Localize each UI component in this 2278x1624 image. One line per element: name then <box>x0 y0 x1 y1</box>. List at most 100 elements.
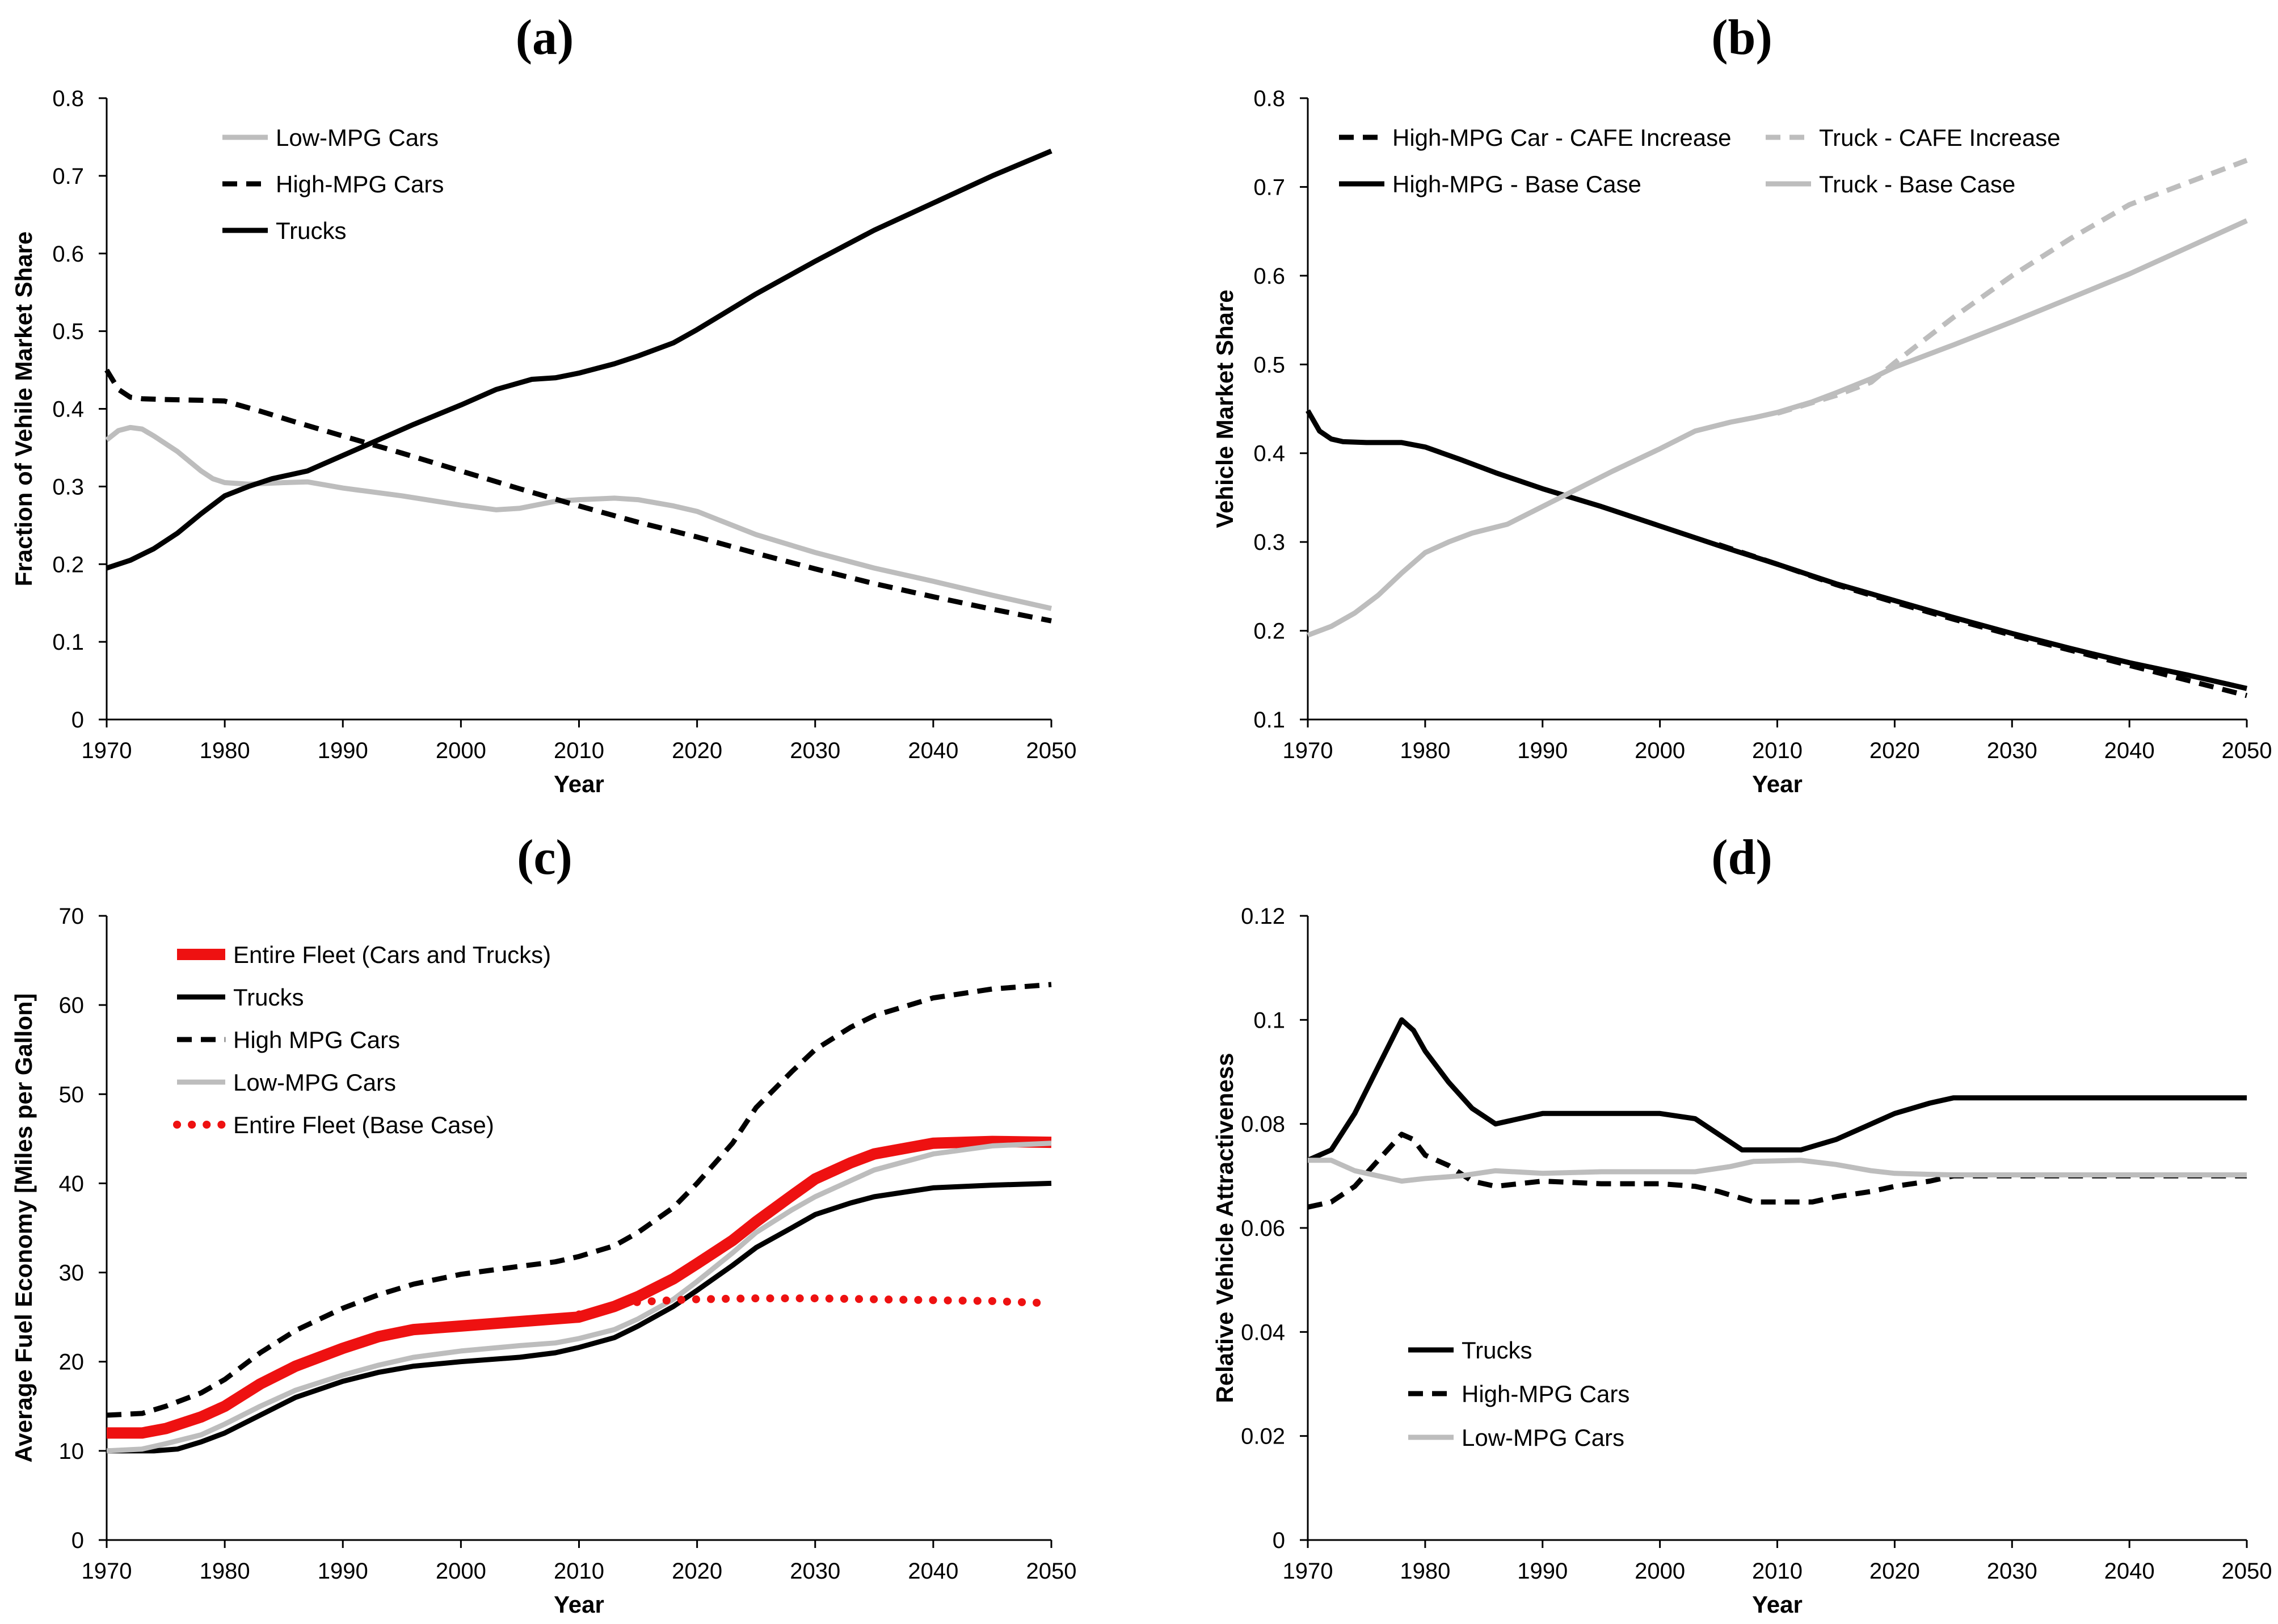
x-tick-label-a: 2000 <box>436 738 486 763</box>
y-axis-label-a: Fraction of Vehile Market Share <box>10 232 37 587</box>
series-line-a-trucks <box>106 148 1052 571</box>
y-tick-label-c: 10 <box>59 1439 85 1464</box>
y-tick-label-c: 50 <box>59 1082 85 1107</box>
panel-title-b: (b) <box>1711 10 1772 65</box>
x-tick-label-b: 2020 <box>1869 738 1920 763</box>
y-tick-label-a: 0.5 <box>52 319 84 344</box>
x-tick-label-a: 1980 <box>200 738 250 763</box>
series-line-c-low-mpg-cars <box>106 1141 1052 1454</box>
y-tick-label-a: 0.2 <box>52 552 84 577</box>
x-tick-label-d: 2030 <box>1987 1559 2037 1584</box>
y-tick-label-d: 0.06 <box>1241 1216 1285 1241</box>
series-line-d-high-mpg-cars <box>1307 1131 2247 1210</box>
legend-label-c-entire-fleet-base-case: Entire Fleet (Base Case) <box>233 1112 494 1138</box>
legend-label-d-high-mpg-cars: High-MPG Cars <box>1462 1381 1629 1407</box>
legend-label-d-trucks: Trucks <box>1462 1337 1532 1364</box>
y-tick-label-a: 0.6 <box>52 242 84 267</box>
y-tick-label-a: 0.8 <box>52 86 84 111</box>
y-tick-label-a: 0.3 <box>52 474 84 499</box>
x-tick-label-a: 2020 <box>672 738 722 763</box>
legend-label-b-high-mpg-base-case: High-MPG - Base Case <box>1392 171 1641 197</box>
x-axis-label-a: Year <box>554 771 604 797</box>
series-line-a-high-mpg-cars <box>104 368 1052 624</box>
legend-label-c-high-mpg-cars: High MPG Cars <box>233 1026 400 1053</box>
x-tick-label-a: 2050 <box>1026 738 1077 763</box>
legend-label-b-truck-base-case: Truck - Base Case <box>1819 171 2015 197</box>
y-tick-label-c: 0 <box>71 1528 84 1553</box>
legend-label-b-truck-cafe-increase: Truck - CAFE Increase <box>1819 124 2061 151</box>
y-tick-label-b: 0.5 <box>1253 352 1285 377</box>
x-tick-label-b: 2000 <box>1635 738 1685 763</box>
y-tick-label-c: 60 <box>59 993 85 1018</box>
x-tick-label-b: 2050 <box>2222 738 2272 763</box>
x-axis-label-c: Year <box>554 1591 604 1618</box>
x-tick-label-a: 1990 <box>318 738 368 763</box>
x-tick-label-a: 2010 <box>554 738 604 763</box>
series-line-b-truck-base-case <box>1307 218 2248 638</box>
x-tick-label-c: 1990 <box>318 1559 368 1584</box>
y-axis-label-d: Relative Vehicle Attractiveness <box>1211 1053 1238 1403</box>
y-tick-label-b: 0.2 <box>1253 619 1285 644</box>
x-axis-label-d: Year <box>1752 1591 1803 1618</box>
x-tick-label-b: 1990 <box>1517 738 1568 763</box>
x-axis-label-b: Year <box>1752 771 1803 797</box>
y-tick-label-a: 0.7 <box>52 164 84 189</box>
x-tick-label-d: 2020 <box>1869 1559 1920 1584</box>
x-tick-label-d: 2050 <box>2222 1559 2272 1584</box>
x-tick-label-b: 2040 <box>2104 738 2155 763</box>
panel-title-c: (c) <box>517 830 572 885</box>
series-line-a-low-mpg-cars <box>105 424 1052 611</box>
y-tick-label-c: 40 <box>59 1171 85 1196</box>
y-axis-label-b: Vehicle Market Share <box>1211 289 1238 528</box>
y-tick-label-d: 0.02 <box>1241 1424 1285 1449</box>
y-tick-label-c: 70 <box>59 904 85 929</box>
legend-label-c-low-mpg-cars: Low-MPG Cars <box>233 1069 396 1096</box>
x-tick-label-c: 1970 <box>82 1559 132 1584</box>
y-tick-label-b: 0.7 <box>1253 175 1285 200</box>
legend-label-a-high-mpg-cars: High-MPG Cars <box>276 171 444 197</box>
x-tick-label-d: 2010 <box>1752 1559 1803 1584</box>
series-line-d-low-mpg-cars <box>1308 1158 2247 1184</box>
legend-label-a-low-mpg-cars: Low-MPG Cars <box>276 124 439 151</box>
panel-title-d: (d) <box>1711 830 1772 885</box>
series-line-c-entire-fleet-base-case <box>575 1294 1044 1319</box>
x-tick-label-b: 2010 <box>1752 738 1803 763</box>
series-line-d-trucks <box>1307 1017 2247 1163</box>
x-tick-label-d: 2000 <box>1635 1559 1685 1584</box>
x-tick-label-c: 2030 <box>790 1559 840 1584</box>
legend-label-b-high-mpg-car-cafe-increase: High-MPG Car - CAFE Increase <box>1392 124 1731 151</box>
x-tick-label-c: 2050 <box>1026 1559 1077 1584</box>
series-line-b-high-mpg-base-case <box>1306 409 2247 691</box>
y-axis-label-c: Average Fuel Economy [Miles per Gallon] <box>10 994 37 1463</box>
y-tick-label-d: 0.08 <box>1241 1112 1285 1137</box>
legend-label-a-trucks: Trucks <box>276 217 346 244</box>
series-line-c-trucks <box>107 1180 1052 1454</box>
x-tick-label-d: 1980 <box>1400 1559 1450 1584</box>
panel-title-a: (a) <box>516 10 574 65</box>
x-tick-label-d: 1970 <box>1283 1559 1333 1584</box>
y-tick-label-b: 0.8 <box>1253 86 1285 111</box>
y-tick-label-b: 0.1 <box>1253 708 1285 733</box>
y-tick-label-d: 0.1 <box>1253 1008 1285 1033</box>
series-line-c-entire-fleet-cars-and-trucks <box>107 1135 1052 1439</box>
x-tick-label-d: 2040 <box>2104 1559 2155 1584</box>
y-tick-label-d: 0.04 <box>1241 1320 1285 1345</box>
y-tick-label-d: 0.12 <box>1241 904 1285 929</box>
x-tick-label-a: 2030 <box>790 738 840 763</box>
y-tick-label-a: 0.4 <box>52 397 84 422</box>
y-tick-label-a: 0 <box>71 708 84 733</box>
legend-label-d-low-mpg-cars: Low-MPG Cars <box>1462 1424 1624 1451</box>
x-tick-label-c: 1980 <box>200 1559 250 1584</box>
x-tick-label-c: 2040 <box>908 1559 958 1584</box>
x-tick-label-c: 2000 <box>436 1559 486 1584</box>
series-line-b-truck-cafe-increase <box>1776 158 2248 416</box>
y-tick-label-c: 30 <box>59 1261 85 1286</box>
x-tick-label-a: 1970 <box>82 738 132 763</box>
legend-label-c-entire-fleet-cars-and-trucks: Entire Fleet (Cars and Trucks) <box>233 941 551 968</box>
series-line-c-high-mpg-cars <box>106 982 1052 1418</box>
legend-label-c-trucks: Trucks <box>233 984 304 1011</box>
y-tick-label-a: 0.1 <box>52 630 84 655</box>
x-tick-label-b: 2030 <box>1987 738 2037 763</box>
x-tick-label-b: 1970 <box>1283 738 1333 763</box>
